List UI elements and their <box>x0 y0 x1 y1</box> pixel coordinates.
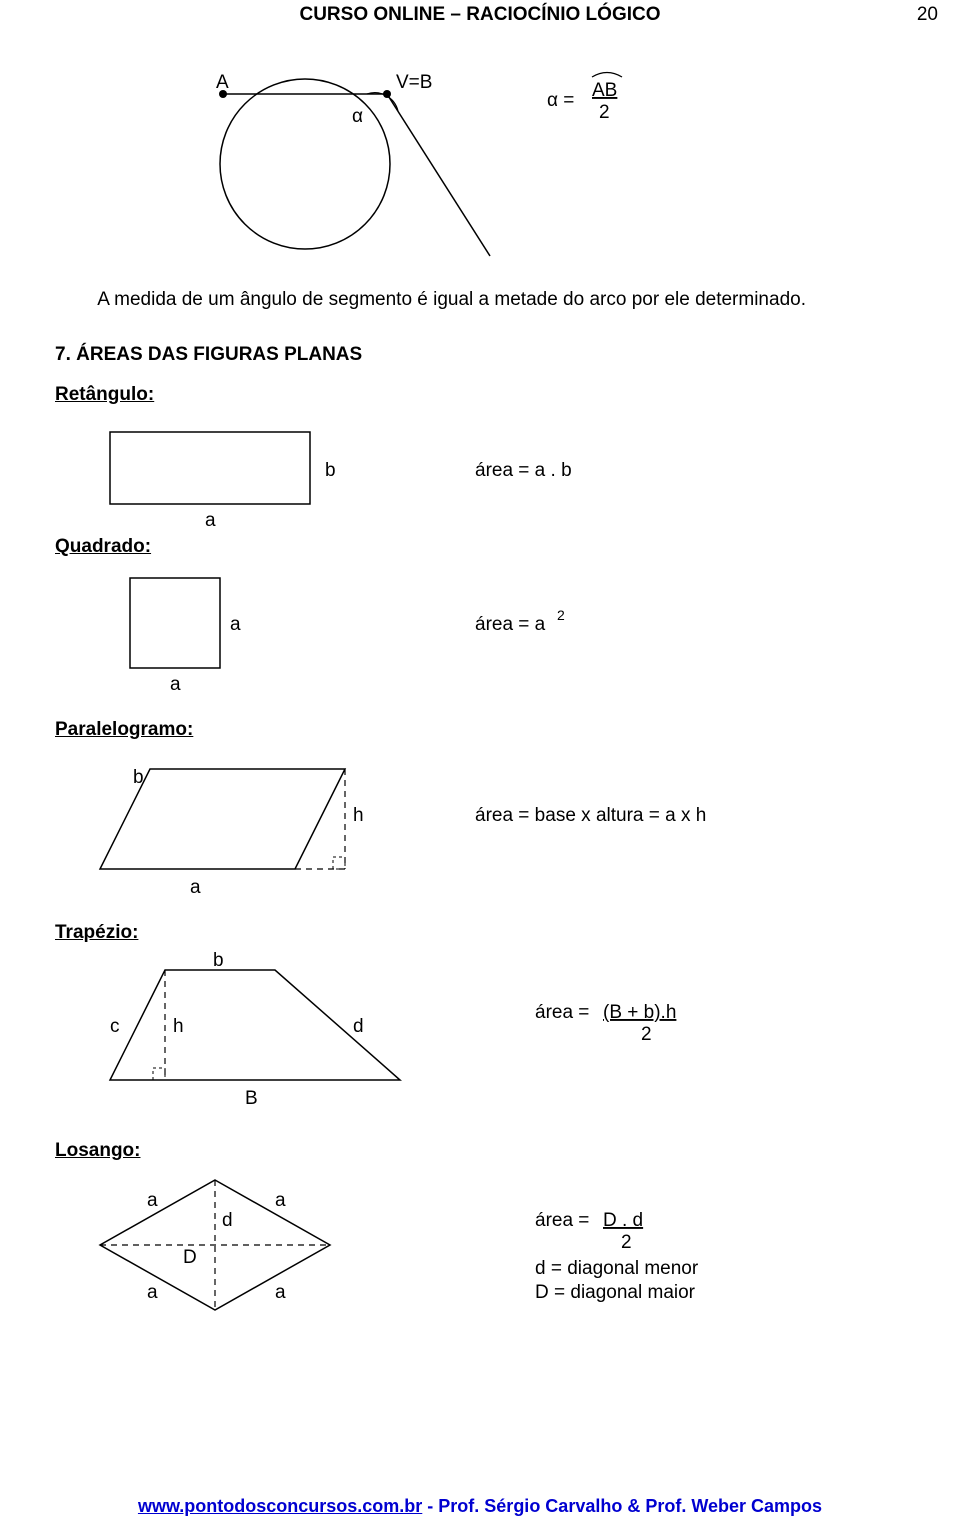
para-b: b <box>133 767 144 788</box>
los-extra2: D = diagonal maior <box>535 1282 696 1303</box>
trapezio-block: b c h d B área = (B + b).h 2 <box>55 952 905 1122</box>
trap-formula-lhs: área = <box>535 1002 589 1023</box>
los-d: d <box>222 1210 233 1231</box>
trap-h: h <box>173 1016 184 1037</box>
quadrado-title: Quadrado: <box>55 536 905 558</box>
losango-block: a a a a d D área = D . d 2 d = diagonal … <box>55 1170 905 1345</box>
los-a2: a <box>275 1190 286 1211</box>
los-D: D <box>183 1247 197 1268</box>
los-formula-num: D . d <box>603 1210 643 1231</box>
label-alpha: α <box>352 106 363 127</box>
trap-b: b <box>213 952 224 971</box>
circle-angle-diagram: A V=B α α = AB 2 <box>120 46 840 276</box>
intro-text: A medida de um ângulo de segmento é igua… <box>55 286 905 314</box>
sq-formula: área = a <box>475 614 546 635</box>
formula-alpha-lhs: α = <box>547 90 574 111</box>
page-number: 20 <box>917 4 938 26</box>
trap-formula-num: (B + b).h <box>603 1002 676 1023</box>
los-a4: a <box>275 1282 286 1303</box>
los-a3: a <box>147 1282 158 1303</box>
footer: www.pontodosconcursos.com.br - Prof. Sér… <box>0 1496 960 1517</box>
formula-alpha-den: 2 <box>599 102 610 123</box>
footer-rest: - Prof. Sérgio Carvalho & Prof. Weber Ca… <box>422 1496 822 1516</box>
los-formula-lhs: área = <box>535 1210 589 1231</box>
label-VB: V=B <box>396 72 432 93</box>
para-formula: área = base x altura = a x h <box>475 805 706 826</box>
footer-link[interactable]: www.pontodosconcursos.com.br <box>138 1496 422 1516</box>
page: CURSO ONLINE – RACIOCÍNIO LÓGICO 20 A V=… <box>0 0 960 1531</box>
rect-a: a <box>205 510 216 531</box>
paralelogramo-block: b h a área = base x altura = a x h <box>55 749 905 904</box>
page-title: CURSO ONLINE – RACIOCÍNIO LÓGICO <box>55 0 905 26</box>
para-a: a <box>190 877 201 898</box>
los-a1: a <box>147 1190 158 1211</box>
los-formula-den: 2 <box>621 1232 632 1253</box>
trap-B: B <box>245 1088 258 1109</box>
sq-a-bottom: a <box>170 674 181 695</box>
trap-c: c <box>110 1016 120 1037</box>
trapezio-title: Trapézio: <box>55 922 905 944</box>
label-A: A <box>216 72 229 93</box>
formula-alpha-num: AB <box>592 80 617 101</box>
sq-a-side: a <box>230 614 241 635</box>
sq-exp: 2 <box>557 607 565 623</box>
intro-text-content: A medida de um ângulo de segmento é igua… <box>97 289 806 310</box>
section-7-title: 7. ÁREAS DAS FIGURAS PLANAS <box>55 344 905 366</box>
quadrado-block: a a área = a 2 <box>55 566 905 701</box>
trap-formula-den: 2 <box>641 1024 652 1045</box>
rect-formula: área = a . b <box>475 460 572 481</box>
rect-b: b <box>325 460 336 481</box>
para-h: h <box>353 805 364 826</box>
losango-title: Losango: <box>55 1140 905 1162</box>
retangulo-block: b a área = a . b <box>55 414 905 534</box>
trap-d: d <box>353 1016 364 1037</box>
retangulo-title: Retângulo: <box>55 384 905 406</box>
paralelogramo-title: Paralelogramo: <box>55 719 905 741</box>
los-extra1: d = diagonal menor <box>535 1258 699 1279</box>
